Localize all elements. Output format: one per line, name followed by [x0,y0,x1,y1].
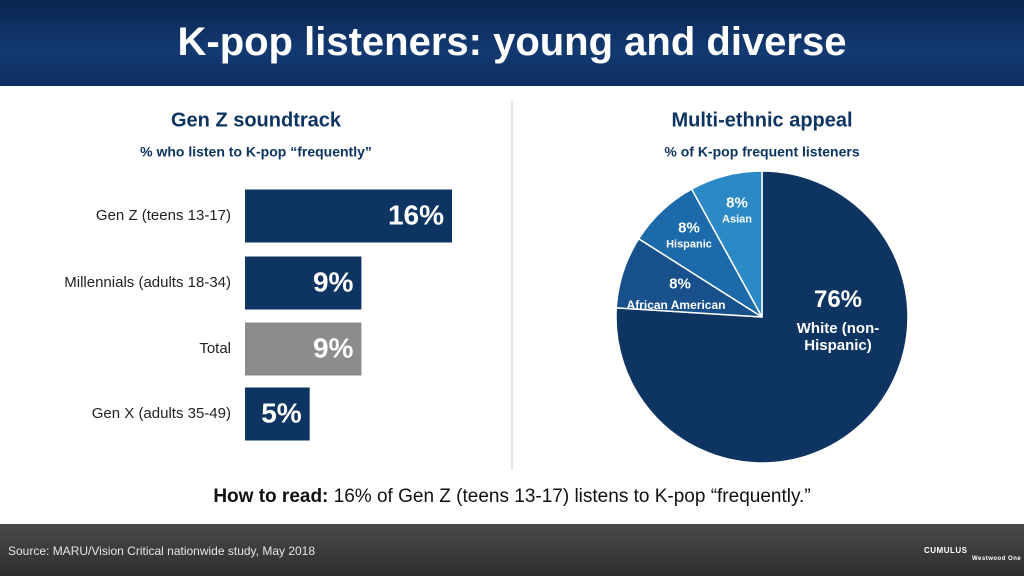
note-text: 16% of Gen Z (teens 13-17) listens to K-… [333,486,811,507]
slice-category-label: African American [626,298,726,313]
chart-title: Multi-ethnic appeal [671,109,852,131]
pie-slice [690,170,763,318]
bar [245,189,452,243]
logo: Westwood One [972,556,1022,562]
chart-subtitle: % who listen to K-pop “frequently” [140,144,372,160]
slice-value-label: 8% [678,219,700,237]
chart-title: Gen Z soundtrack [171,109,342,131]
note-label: How to read: [213,486,329,507]
slide-title: K-pop listeners: young and diverse [177,20,847,64]
category-label: Total [199,340,231,357]
slice-value-label: 8% [669,275,691,293]
category-label: Gen Z (teens 13-17) [96,207,231,224]
value-label: 9% [313,266,354,297]
bar [245,322,362,376]
header-bar [0,0,1024,86]
logo: CUMULUS [924,546,968,555]
category-label: Gen X (adults 35-49) [92,405,231,422]
source: Source: MARU/Vision Critical nationwide … [8,544,316,558]
bar [245,256,362,310]
footer-bar [0,524,1024,576]
slice-value-label: 8% [726,194,748,212]
category-label: Millennials (adults 18-34) [64,274,231,291]
value-label: 9% [313,332,354,363]
value-label: 16% [388,199,444,230]
slice-category-label: White (non-Hispanic) [796,319,880,354]
bar [245,387,310,441]
slice-category-label: Hispanic [666,238,712,251]
value-label: 5% [261,397,302,428]
how-to-read: How to read: 16% of Gen Z (teens 13-17) … [0,486,1024,508]
chart-subtitle: % of K-pop frequent listeners [664,144,859,160]
slice-category-label: Asian [722,213,752,226]
slice-value-label: 76% [813,286,863,314]
